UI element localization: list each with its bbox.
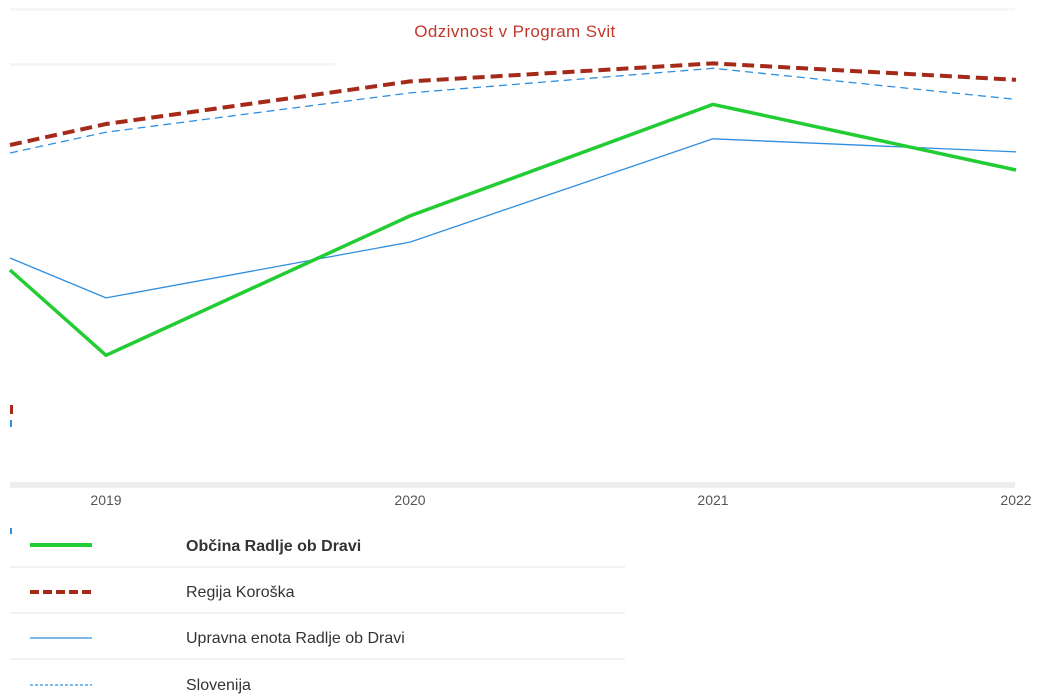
plot-background-band — [10, 63, 335, 66]
plot-background-top — [10, 8, 1015, 11]
legend: Občina Radlje ob Dravi Regija Koroška Up… — [10, 538, 625, 694]
x-tick-2022: 2022 — [1000, 492, 1031, 508]
series-layer — [8, 61, 1017, 358]
legend-edge-mark-blue — [10, 420, 12, 427]
series-line-1 — [9, 61, 1017, 147]
series-line-0 — [8, 102, 1017, 358]
x-tick-2019: 2019 — [90, 492, 121, 508]
legend-label-obcina: Občina Radlje ob Dravi — [186, 538, 361, 555]
legend-label-upravna-enota: Upravna enota Radlje ob Dravi — [186, 630, 405, 647]
legend-edge-mark-blue-2 — [10, 528, 12, 534]
legend-label-regija: Regija Koroška — [186, 584, 295, 601]
x-axis-baseline — [10, 482, 1015, 488]
legend-edge-mark-red — [10, 405, 13, 414]
x-tick-2020: 2020 — [394, 492, 425, 508]
chart-title: Odzivnost v Program Svit — [414, 22, 615, 41]
series-line-2 — [9, 138, 1017, 299]
x-axis-ticks: 2019 2020 2021 2022 — [90, 492, 1031, 508]
series-line-3 — [9, 67, 1017, 154]
legend-label-slovenija: Slovenija — [186, 677, 251, 694]
x-tick-2021: 2021 — [697, 492, 728, 508]
